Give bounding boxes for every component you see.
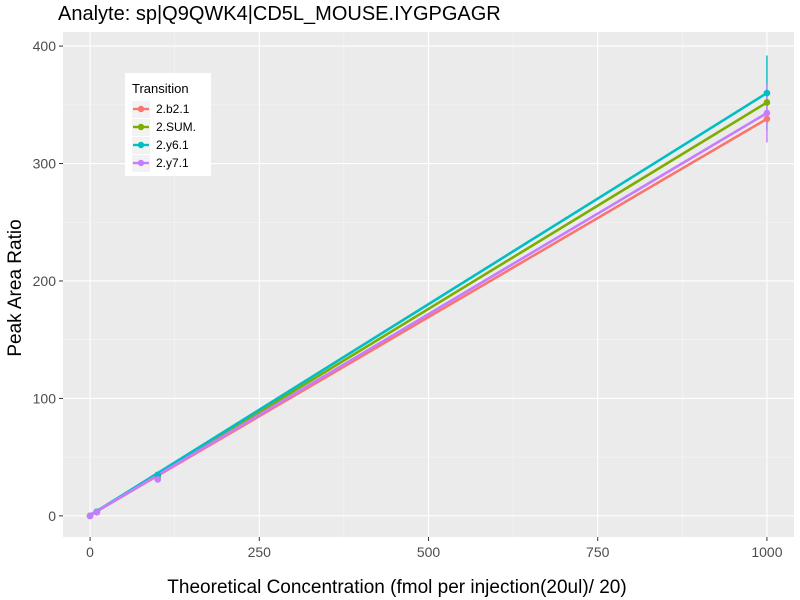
- legend-item: 2.y7.1: [132, 155, 189, 172]
- data-points: [86, 89, 771, 520]
- axis-ticks: [59, 45, 768, 541]
- x-tick-label: 1000: [751, 544, 782, 560]
- x-axis-label: Theoretical Concentration (fmol per inje…: [167, 577, 627, 598]
- data-point: [86, 512, 94, 520]
- data-point: [763, 115, 771, 123]
- data-point: [154, 476, 162, 483]
- series-line: [89, 101, 768, 517]
- legend-items: 2.b2.1 2.SUM. 2.y6.1 2.y7.1: [132, 101, 196, 172]
- y-tick-label: 0: [48, 508, 56, 524]
- x-tick-label: 500: [417, 544, 441, 560]
- legend-key-point: [137, 123, 145, 131]
- major-gridlines: [63, 32, 794, 537]
- data-point: [154, 471, 162, 479]
- x-tick-label: 750: [586, 544, 610, 560]
- legend-key-point: [137, 105, 145, 113]
- y-tick-label: 400: [33, 38, 57, 54]
- legend-item: 2.y6.1: [132, 137, 189, 154]
- legend-key-point: [137, 141, 145, 149]
- legend-item: 2.b2.1: [132, 101, 190, 118]
- y-tick-label: 200: [33, 273, 57, 289]
- legend-label: 2.y6.1: [156, 138, 189, 152]
- series-lines: [89, 91, 768, 517]
- data-point: [93, 509, 101, 516]
- x-tick-label: 250: [248, 544, 272, 560]
- data-point: [763, 99, 771, 106]
- x-tick-label: 0: [86, 544, 94, 560]
- y-tick-label: 300: [33, 156, 57, 172]
- series-line: [89, 111, 768, 517]
- legend-label: 2.b2.1: [156, 102, 190, 116]
- data-point: [763, 109, 771, 117]
- chart-title: Analyte: sp|Q9QWK4|CD5L_MOUSE.IYGPGAGR: [58, 3, 501, 25]
- legend-key-point: [137, 159, 145, 167]
- legend-label: 2.SUM.: [156, 120, 196, 134]
- legend-title: Transition: [132, 81, 189, 96]
- tick-labels: 0 250 500 750 1000 0 100 200 300 400: [33, 38, 783, 560]
- legend-label: 2.y7.1: [156, 156, 189, 170]
- series-line: [89, 91, 768, 517]
- data-point: [763, 89, 771, 97]
- legend: Transition 2.b2.1 2.SUM. 2.y6.1 2.y7.1: [125, 73, 211, 176]
- legend-item: 2.SUM.: [132, 119, 196, 136]
- y-tick-label: 100: [33, 390, 57, 406]
